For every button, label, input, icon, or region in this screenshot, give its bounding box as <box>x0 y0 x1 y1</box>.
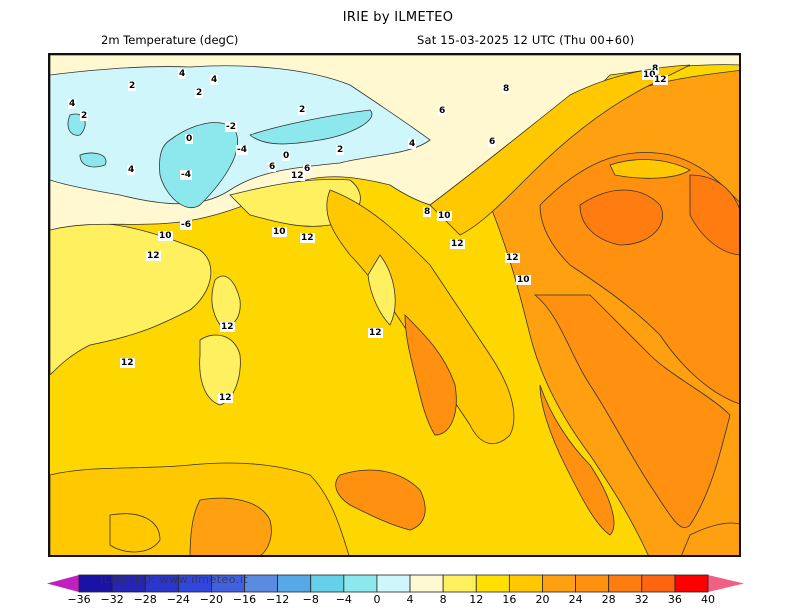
contour-label: 10 <box>642 70 657 80</box>
contour-label: 10 <box>272 227 287 237</box>
contour-label: 4 <box>210 75 219 85</box>
legend-tick: 0 <box>373 593 381 606</box>
legend-tick: 8 <box>439 593 447 606</box>
contour-label: 4 <box>68 99 77 109</box>
contour-label: 2 <box>195 88 204 98</box>
contour-label: 12 <box>290 171 305 181</box>
contour-label: 2 <box>298 105 307 115</box>
contour-label: 4 <box>127 165 136 175</box>
legend-tick: −24 <box>166 593 190 606</box>
contour-label: -4 <box>180 170 192 180</box>
temperature-field <box>50 55 739 555</box>
contour-label: 6 <box>488 137 497 147</box>
legend-tick: −32 <box>100 593 124 606</box>
watermark: ILMETEO: www.ilmeteo.it <box>100 573 249 586</box>
legend-tick: 16 <box>502 593 517 606</box>
legend-tick: 20 <box>535 593 550 606</box>
contour-label: 10 <box>158 231 173 241</box>
contour-label: 12 <box>368 328 383 338</box>
contour-label: 12 <box>505 253 520 263</box>
contour-label: 12 <box>218 393 233 403</box>
color-legend <box>0 573 790 610</box>
legend-tick: −16 <box>232 593 257 606</box>
contour-label: -6 <box>180 220 192 230</box>
contour-label: 10 <box>437 211 452 221</box>
contour-label: -4 <box>236 145 248 155</box>
contour-label: 0 <box>185 134 194 144</box>
chart-title: IRIE by ILMETEO <box>342 10 454 25</box>
contour-label: 2 <box>128 81 137 91</box>
contour-label: 8 <box>423 207 432 217</box>
contour-label: 2 <box>336 145 345 155</box>
contour-label: 0 <box>282 151 291 161</box>
legend-tick: 4 <box>406 593 414 606</box>
legend-tick: 40 <box>701 593 715 606</box>
legend-tick: 24 <box>568 593 583 606</box>
contour-label: 10 <box>516 275 531 285</box>
contour-label: 6 <box>438 106 447 116</box>
legend-tick: −20 <box>199 593 224 606</box>
temperature-map: 2 4 4 2 4 2 0 -2 2 -4 0 2 -4 4 6 6 12 -6 10 10 12 12 6 6 4 8 8 10 12… <box>48 53 741 557</box>
contour-label: -2 <box>225 122 237 132</box>
legend-tick: 32 <box>634 593 649 606</box>
legend-tick: 36 <box>667 593 682 606</box>
legend-tick: 28 <box>601 593 616 606</box>
contour-label: 12 <box>300 233 315 243</box>
contour-label: 6 <box>303 164 312 174</box>
contour-label: 12 <box>653 75 668 85</box>
contour-label: 8 <box>502 84 511 94</box>
legend-tick: −12 <box>266 593 290 606</box>
contour-label: 4 <box>178 69 187 79</box>
contour-label: 12 <box>450 239 465 249</box>
contour-label: 12 <box>146 251 161 261</box>
legend-tick: −8 <box>302 593 319 606</box>
contour-label: 2 <box>80 111 89 121</box>
variable-label: 2m Temperature (degC) <box>101 33 239 47</box>
legend-tick: 12 <box>469 593 484 606</box>
contour-label: 12 <box>220 322 235 332</box>
legend-colorbar <box>47 574 744 593</box>
contour-label: 12 <box>120 358 135 368</box>
contour-label: 6 <box>268 162 277 172</box>
legend-tick: −36 <box>67 593 91 606</box>
contour-label: 8 <box>651 64 660 74</box>
legend-tick: −28 <box>133 593 157 606</box>
valid-time-label: Sat 15-03-2025 12 UTC (Thu 00+60) <box>417 33 635 47</box>
legend-tick: −4 <box>335 593 352 606</box>
contour-label: 4 <box>408 139 417 149</box>
